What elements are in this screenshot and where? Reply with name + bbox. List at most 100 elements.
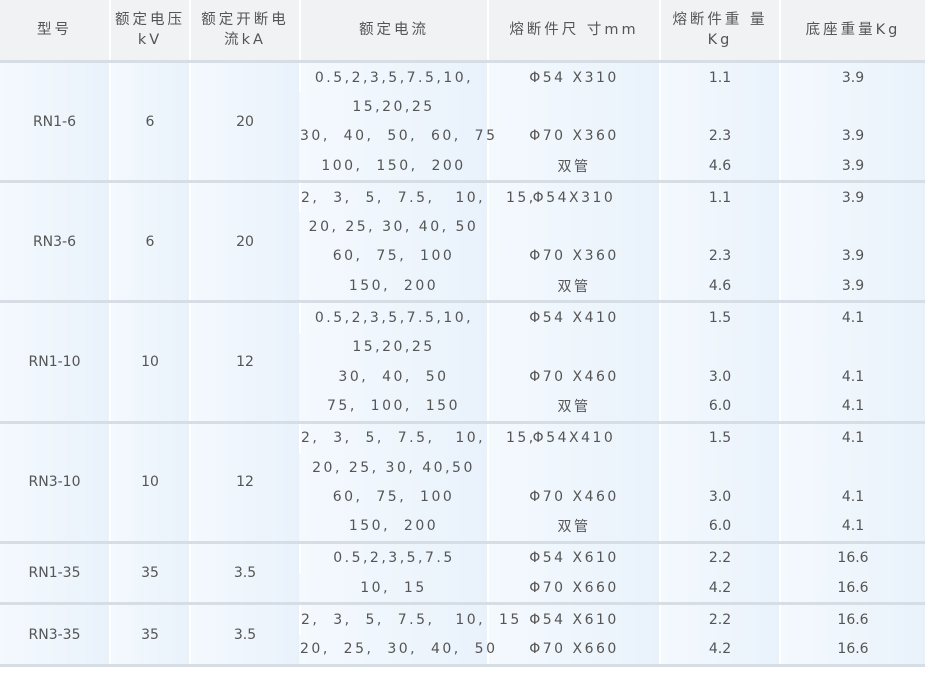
fuse-weight-cell: 2.2 <box>659 602 780 635</box>
fuse-weight-cell: 4.2 <box>659 573 780 604</box>
fuse-weight-cell <box>659 452 780 483</box>
rated-current-cell: 0.5,2,3,5,7.5,10, <box>299 300 488 333</box>
breaking-current-cell: 12 <box>189 420 300 543</box>
table-row: RN1-35 35 3.5 0.5,2,3,5,7.5 Φ54 X610 2.2 16.6 <box>0 540 925 604</box>
table-row: 15,20,25 <box>0 332 925 362</box>
fuse-size-cell: Φ54 X610 <box>487 540 660 574</box>
fuse-weight-cell: 2.3 <box>659 241 780 272</box>
base-weight-cell: 3.9 <box>779 150 925 182</box>
base-weight-cell: 4.1 <box>779 391 925 423</box>
base-weight-cell <box>779 332 925 362</box>
rated-current-cell: 75, 100, 150 <box>300 391 488 423</box>
table-body: RN1-6 6 20 0.5,2,3,5,7.5,10, Φ54 X310 1.1 3.9 1… <box>0 59 925 667</box>
base-weight-cell: 3.9 <box>779 180 925 213</box>
fuse-size-cell: 双管 <box>487 150 660 182</box>
rated-current-cell: 30, 40, 50 <box>300 361 488 392</box>
table-row: RN3-6 6 20 2, 3, 5, 7.5, 10, 15, Φ54X310 1.1 3… <box>0 180 925 302</box>
fuse-size-cell: Φ70 X360 <box>487 121 660 151</box>
fuse-spec-table: 型号 额定电压kV 额定开断电流kA 额定电流 熔断件尺 寸mm 熔断件重 量K… <box>0 0 925 667</box>
table-row: 150, 200 双管 6.0 4.1 <box>0 511 925 543</box>
breaking-current-cell: 3.5 <box>189 540 300 604</box>
base-weight-cell: 16.6 <box>779 602 925 635</box>
fuse-size-cell: Φ54 X410 <box>487 300 660 333</box>
model-cell: RN1-35 <box>0 540 110 604</box>
model-cell: RN1-6 <box>0 59 110 182</box>
fuse-size-cell: 双管 <box>487 511 660 543</box>
table-row: 20, 25, 30, 40, 50 Φ70 X660 4.2 16.6 <box>0 634 925 667</box>
fuse-weight-cell: 1.1 <box>659 60 780 93</box>
header-base-weight: 底座重量Kg <box>779 0 925 62</box>
header-rated-current: 额定电流 <box>299 0 488 62</box>
fuse-weight-cell <box>659 92 780 122</box>
table-row: RN3-35 35 3.5 2, 3, 5, 7.5, 10, 15 Φ54 X610 2… <box>0 602 925 667</box>
table-row: RN1-6 6 20 0.5,2,3,5,7.5,10, Φ54 X310 1.1 3.9 <box>0 59 925 182</box>
header-breaking-current: 额定开断电流kA <box>189 0 300 62</box>
base-weight-cell <box>779 212 925 242</box>
base-weight-cell <box>779 92 925 122</box>
base-weight-cell <box>779 452 925 483</box>
fuse-size-cell: Φ54 X610 <box>487 602 660 635</box>
rated-current-cell: 2, 3, 5, 7.5, 10, 15 <box>299 602 519 635</box>
base-weight-cell: 3.9 <box>779 241 925 272</box>
rated-current-cell: 100, 150, 200 <box>300 150 488 182</box>
rated-current-cell: 150, 200 <box>300 511 488 543</box>
fuse-size-cell <box>487 332 660 362</box>
table-row: 20, 25, 30, 40,50 <box>0 452 925 483</box>
base-weight-cell: 16.6 <box>779 573 925 604</box>
fuse-size-cell: Φ70 X460 <box>487 361 660 392</box>
rated-voltage-cell: 10 <box>109 420 190 543</box>
base-weight-cell: 4.1 <box>779 511 925 543</box>
fuse-weight-cell: 6.0 <box>659 511 780 543</box>
rated-voltage-cell: 6 <box>109 180 190 302</box>
rated-current-cell: 0.5,2,3,5,7.5,10, <box>299 60 488 93</box>
header-row: 型号 额定电压kV 额定开断电流kA 额定电流 熔断件尺 寸mm 熔断件重 量K… <box>0 0 925 62</box>
base-weight-cell: 3.9 <box>779 60 925 93</box>
fuse-weight-cell: 1.1 <box>659 180 780 213</box>
table-row: 20, 25, 30, 40, 50 <box>0 212 925 242</box>
fuse-size-cell <box>487 92 660 122</box>
rated-current-cell: 60, 75, 100 <box>300 482 488 512</box>
fuse-size-cell: 双管 <box>487 391 660 423</box>
rated-current-cell: 15,20,25 <box>300 332 488 362</box>
fuse-weight-cell: 2.3 <box>659 121 780 151</box>
rated-current-cell: 20, 25, 30, 40,50 <box>300 452 488 483</box>
rated-current-cell: 0.5,2,3,5,7.5 <box>299 540 488 574</box>
rated-current-cell: 15,20,25 <box>300 92 488 122</box>
rated-current-cell: 10, 15 <box>300 573 488 604</box>
model-cell: RN3-6 <box>0 180 110 302</box>
fuse-weight-cell: 4.6 <box>659 271 780 302</box>
model-cell: RN3-10 <box>0 420 110 543</box>
breaking-current-cell: 20 <box>189 180 300 302</box>
base-weight-cell: 16.6 <box>779 540 925 574</box>
fuse-size-cell: Φ54X310 <box>487 180 660 213</box>
model-cell: RN3-35 <box>0 602 110 667</box>
rated-current-cell: 20, 25, 30, 40, 50 <box>300 634 495 667</box>
fuse-weight-cell <box>659 332 780 362</box>
table-row: 10, 15 Φ70 X660 4.2 16.6 <box>0 573 925 604</box>
rated-voltage-cell: 35 <box>109 602 190 667</box>
fuse-size-cell: Φ54X410 <box>487 420 660 453</box>
table-row: RN1-10 10 12 0.5,2,3,5,7.5,10, Φ54 X410 1.5 4.… <box>0 300 925 423</box>
fuse-weight-cell: 4.6 <box>659 150 780 182</box>
table-row: 15,20,25 <box>0 92 925 122</box>
header-fuse-size: 熔断件尺 寸mm <box>487 0 660 62</box>
table-row: 60, 75, 100 Φ70 X360 2.3 3.9 <box>0 241 925 272</box>
table-row: 75, 100, 150 双管 6.0 4.1 <box>0 391 925 423</box>
base-weight-cell: 4.1 <box>779 482 925 512</box>
rated-current-cell: 2, 3, 5, 7.5, 10, 15, <box>299 180 533 213</box>
rated-voltage-cell: 6 <box>109 59 190 182</box>
fuse-size-cell <box>487 212 660 242</box>
rated-current-cell: 150, 200 <box>300 271 488 302</box>
base-weight-cell: 4.1 <box>779 420 925 453</box>
base-weight-cell: 3.9 <box>779 271 925 302</box>
header-rated-voltage: 额定电压kV <box>109 0 190 62</box>
breaking-current-cell: 20 <box>189 59 300 182</box>
rated-voltage-cell: 35 <box>109 540 190 604</box>
fuse-weight-cell: 4.2 <box>659 634 780 667</box>
fuse-size-cell: Φ70 X660 <box>487 634 660 667</box>
model-cell: RN1-10 <box>0 300 110 423</box>
fuse-weight-cell: 6.0 <box>659 391 780 423</box>
fuse-weight-cell: 1.5 <box>659 420 780 453</box>
breaking-current-cell: 3.5 <box>189 602 300 667</box>
fuse-size-cell: Φ70 X360 <box>487 241 660 272</box>
